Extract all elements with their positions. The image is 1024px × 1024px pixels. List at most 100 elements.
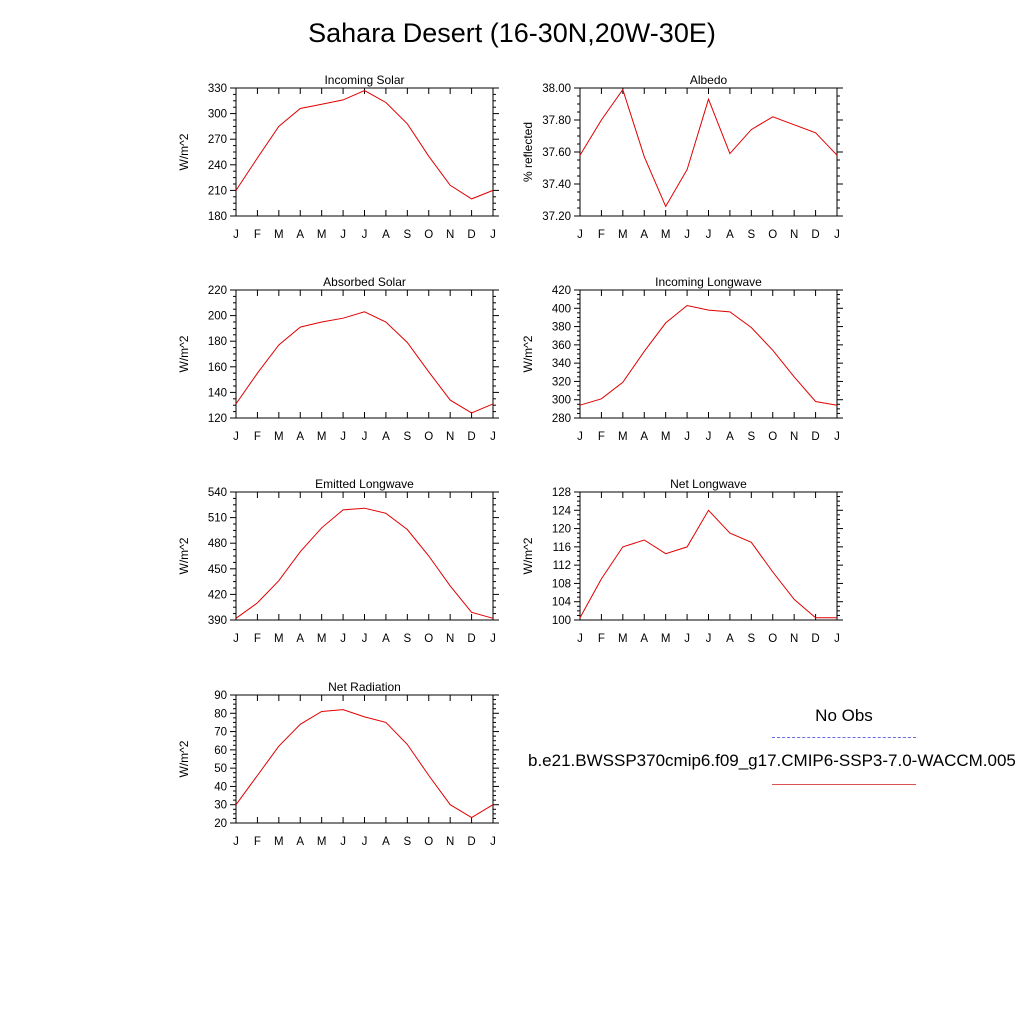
x-tick-label: J [834, 431, 840, 443]
series-line [235, 709, 494, 819]
y-tick-label: 220 [208, 285, 227, 297]
y-tick-label: 540 [208, 487, 227, 499]
x-tick-label: J [577, 633, 583, 645]
y-tick-label: 160 [208, 362, 227, 374]
x-tick-label: S [403, 633, 411, 645]
series-line [235, 311, 494, 414]
x-tick-label: D [811, 431, 819, 443]
y-tick-label: 300 [208, 109, 227, 121]
x-tick-label: F [254, 836, 261, 848]
x-tick-label: J [233, 229, 239, 241]
y-tick-label: 104 [552, 597, 572, 609]
x-tick-label: O [424, 633, 433, 645]
panel-title: Net Radiation [328, 680, 401, 694]
y-tick-label: 60 [214, 745, 227, 757]
x-tick-label: A [382, 836, 390, 848]
x-tick-label: A [296, 633, 304, 645]
x-tick-label: D [467, 431, 475, 443]
x-tick-label: A [296, 431, 304, 443]
y-tick-label: 40 [214, 781, 227, 793]
y-tick-label: 124 [552, 505, 572, 517]
x-tick-label: S [747, 229, 755, 241]
series-line [235, 507, 494, 619]
x-tick-label: J [362, 836, 368, 848]
x-tick-label: J [834, 633, 840, 645]
x-tick-label: S [403, 431, 411, 443]
x-tick-label: D [467, 836, 475, 848]
y-tick-label: 30 [214, 800, 227, 812]
y-tick-label: 240 [208, 160, 227, 172]
x-tick-label: J [340, 229, 346, 241]
panel-title: Incoming Longwave [655, 275, 762, 289]
x-tick-label: O [768, 431, 777, 443]
y-tick-label: 180 [208, 211, 227, 223]
x-tick-label: F [598, 633, 605, 645]
x-tick-label: M [618, 431, 628, 443]
y-tick-label: 20 [214, 818, 227, 830]
legend-obs-line [772, 737, 916, 738]
y-tick-label: 320 [552, 376, 571, 388]
x-tick-label: J [233, 633, 239, 645]
x-tick-label: N [790, 229, 798, 241]
y-tick-label: 340 [552, 358, 571, 370]
y-tick-label: 37.40 [542, 179, 571, 191]
y-tick-label: 70 [214, 727, 227, 739]
x-tick-label: M [661, 633, 671, 645]
x-tick-label: J [684, 633, 690, 645]
y-tick-label: 100 [552, 615, 571, 627]
y-tick-label: 420 [552, 285, 571, 297]
x-tick-label: M [661, 229, 671, 241]
y-tick-label: 108 [552, 578, 571, 590]
x-tick-label: N [446, 229, 454, 241]
y-axis-label: W/m^2 [177, 335, 191, 372]
y-tick-label: 280 [552, 413, 571, 425]
x-tick-label: F [598, 229, 605, 241]
x-tick-label: M [274, 229, 284, 241]
x-tick-label: D [811, 229, 819, 241]
plot-frame [579, 289, 838, 419]
y-axis-label: W/m^2 [521, 335, 535, 372]
x-tick-label: F [254, 633, 261, 645]
y-tick-label: 38.00 [542, 83, 571, 95]
x-tick-label: A [296, 836, 304, 848]
y-tick-label: 140 [208, 387, 227, 399]
x-tick-label: A [382, 229, 390, 241]
y-tick-label: 210 [208, 185, 227, 197]
x-tick-label: J [490, 229, 496, 241]
y-tick-label: 390 [208, 615, 227, 627]
plot-frame [235, 87, 494, 217]
y-axis-label: W/m^2 [177, 537, 191, 574]
x-tick-label: N [446, 836, 454, 848]
x-tick-label: J [577, 431, 583, 443]
series-line [235, 90, 494, 200]
x-tick-label: A [726, 229, 734, 241]
legend-model-line [772, 784, 916, 785]
x-tick-label: J [490, 836, 496, 848]
y-tick-label: 90 [214, 690, 227, 702]
x-tick-label: O [768, 633, 777, 645]
x-tick-label: M [274, 431, 284, 443]
y-tick-label: 116 [553, 542, 571, 554]
series-line [579, 509, 837, 619]
y-tick-label: 128 [552, 487, 571, 499]
x-tick-label: A [640, 229, 648, 241]
x-tick-label: J [340, 431, 346, 443]
y-tick-label: 37.20 [542, 211, 571, 223]
series-line [579, 304, 838, 406]
x-tick-label: A [640, 431, 648, 443]
x-tick-label: M [618, 229, 628, 241]
x-tick-label: A [640, 633, 648, 645]
x-tick-label: M [317, 836, 327, 848]
x-tick-label: A [382, 431, 390, 443]
plot-frame [579, 87, 838, 217]
series-line [579, 88, 838, 208]
x-tick-label: O [424, 431, 433, 443]
x-tick-label: M [661, 431, 671, 443]
y-tick-label: 200 [208, 311, 227, 323]
x-tick-label: J [340, 633, 346, 645]
x-tick-label: J [684, 229, 690, 241]
